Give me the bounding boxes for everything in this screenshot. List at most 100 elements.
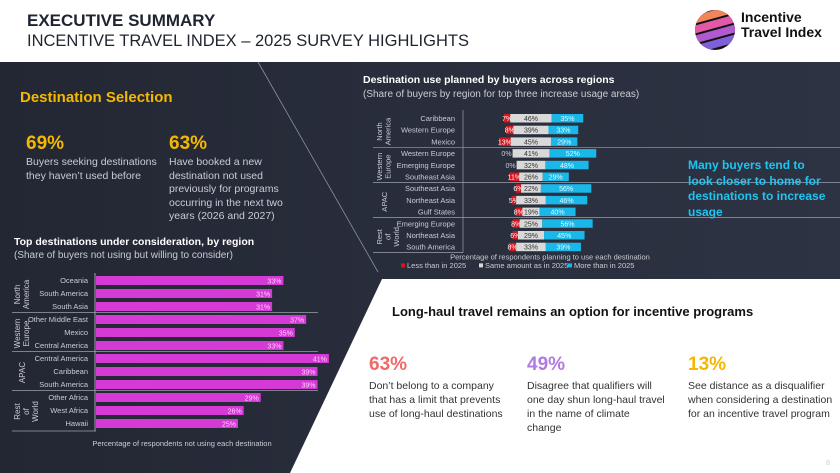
bar-more <box>549 149 597 158</box>
data-label-less: 6% <box>513 186 523 193</box>
region-label: WesternEurope <box>13 319 31 349</box>
data-label: 41% <box>313 357 327 364</box>
bar-more <box>544 231 585 240</box>
category-label: Hawaii <box>65 419 88 428</box>
bar-more <box>545 242 581 252</box>
category-label: Southeast Asia <box>405 184 456 193</box>
data-label-same: 33% <box>524 245 538 252</box>
data-label-less: 8% <box>514 210 524 217</box>
data-label-more: 56% <box>560 221 574 228</box>
longhaul-stat-description: See distance as a disqualifier when cons… <box>688 380 833 420</box>
data-label-same: 45% <box>524 139 538 146</box>
data-label-more: 46% <box>560 198 574 205</box>
bar <box>96 419 238 428</box>
data-label-same: 19% <box>524 210 538 217</box>
category-label: South Asia <box>52 302 89 311</box>
data-label-same: 39% <box>524 128 538 135</box>
bar-more <box>545 195 588 205</box>
category-label: Other Africa <box>48 393 88 402</box>
data-label-less: 11% <box>508 175 521 182</box>
bar <box>96 276 284 285</box>
callout-text: Many buyers tend to look closer to home … <box>688 158 826 219</box>
bar-same <box>510 114 552 123</box>
legend-swatch <box>568 263 572 268</box>
data-label-more: 45% <box>557 233 571 240</box>
bar-same <box>519 219 543 228</box>
left-chart-title: Top destinations under consideration, by… <box>14 236 255 248</box>
category-label: Other Middle East <box>28 315 89 324</box>
region-label: APAC <box>18 362 27 383</box>
data-label-more: 56% <box>559 186 573 193</box>
data-label-same: 46% <box>524 116 538 123</box>
bar-same <box>519 172 543 181</box>
data-label: 39% <box>302 370 316 377</box>
bar-less <box>515 207 523 217</box>
data-label: 29% <box>245 396 259 403</box>
right-chart-subtitle: (Share of buyers by region for top three… <box>363 89 640 100</box>
legend-swatch <box>479 263 483 268</box>
bar-less <box>504 114 511 123</box>
bar <box>96 289 273 298</box>
stat-description: Have booked a new destination not used p… <box>169 156 283 222</box>
category-label: Central America <box>35 341 89 350</box>
legend-label: Same amount as in 2025 <box>485 261 568 270</box>
bar-same <box>522 207 540 217</box>
bar-more <box>548 125 579 135</box>
data-label-less: 5% <box>509 198 519 205</box>
data-label-less: 8% <box>505 128 515 135</box>
legend-swatch <box>401 263 405 268</box>
data-label-more: 40% <box>551 210 565 217</box>
bar-same <box>521 184 541 193</box>
data-label-same: 26% <box>524 175 538 182</box>
region-label: NorthAmerica <box>375 117 393 145</box>
bar-less <box>499 137 511 146</box>
x-axis-label: Percentage of respondents planning to us… <box>450 252 650 261</box>
data-label: 33% <box>267 279 281 286</box>
right-stacked-bar-chart: NorthAmerica Caribbean 7% 46% 35% Western Eur… <box>373 110 840 270</box>
bar <box>96 406 244 415</box>
category-label: Western Europe <box>401 126 455 135</box>
data-label-more: 29% <box>549 175 563 182</box>
data-label: 25% <box>222 422 236 429</box>
category-label: Central America <box>35 354 89 363</box>
region-label: APAC <box>380 191 389 211</box>
data-label-less: 0% <box>505 163 515 170</box>
data-label-less: 8% <box>507 245 517 252</box>
legend-label: More than in 2025 <box>574 261 634 270</box>
category-label: Emerging Europe <box>397 219 455 228</box>
data-label-same: 41% <box>524 151 538 158</box>
category-label: Caribbean <box>53 367 88 376</box>
bar <box>96 354 329 363</box>
category-label: South America <box>406 243 456 252</box>
data-label-more: 29% <box>557 139 571 146</box>
bar-less <box>512 231 518 240</box>
page-subtitle: INCENTIVE TRAVEL INDEX – 2025 SURVEY HIG… <box>27 32 469 50</box>
category-label: Mexico <box>64 328 88 337</box>
data-label: 33% <box>267 344 281 351</box>
longhaul-stat-description: Don’t belong to a company that has a lim… <box>369 380 503 420</box>
logo-globe-icon <box>695 10 735 50</box>
data-label-same: 25% <box>524 221 538 228</box>
category-label: Oceania <box>60 276 89 285</box>
category-label: Northeast Asia <box>406 196 456 205</box>
bar-same <box>516 195 546 205</box>
category-label: West Africa <box>50 406 89 415</box>
region-label: WesternEurope <box>375 153 393 181</box>
region-label: RestofWorld <box>375 227 401 246</box>
region-label: NorthAmerica <box>13 279 31 309</box>
page-title: EXECUTIVE SUMMARY <box>27 11 216 30</box>
data-label-more: 52% <box>566 151 580 158</box>
bar-same <box>512 149 550 158</box>
bar-more <box>545 160 589 170</box>
bar-same <box>513 125 549 135</box>
region-label: RestofWorld <box>13 401 40 422</box>
bar <box>96 302 273 311</box>
data-label: 26% <box>228 409 242 416</box>
legend-label: Less than in 2025 <box>407 261 466 270</box>
category-label: Northeast Asia <box>406 231 456 240</box>
bar <box>96 341 284 350</box>
bar-less <box>509 172 520 181</box>
data-label-less: 6% <box>510 233 520 240</box>
left-bar-chart: NorthAmerica Oceania 33% South America 31% So… <box>12 273 329 448</box>
category-label: Mexico <box>431 137 455 146</box>
